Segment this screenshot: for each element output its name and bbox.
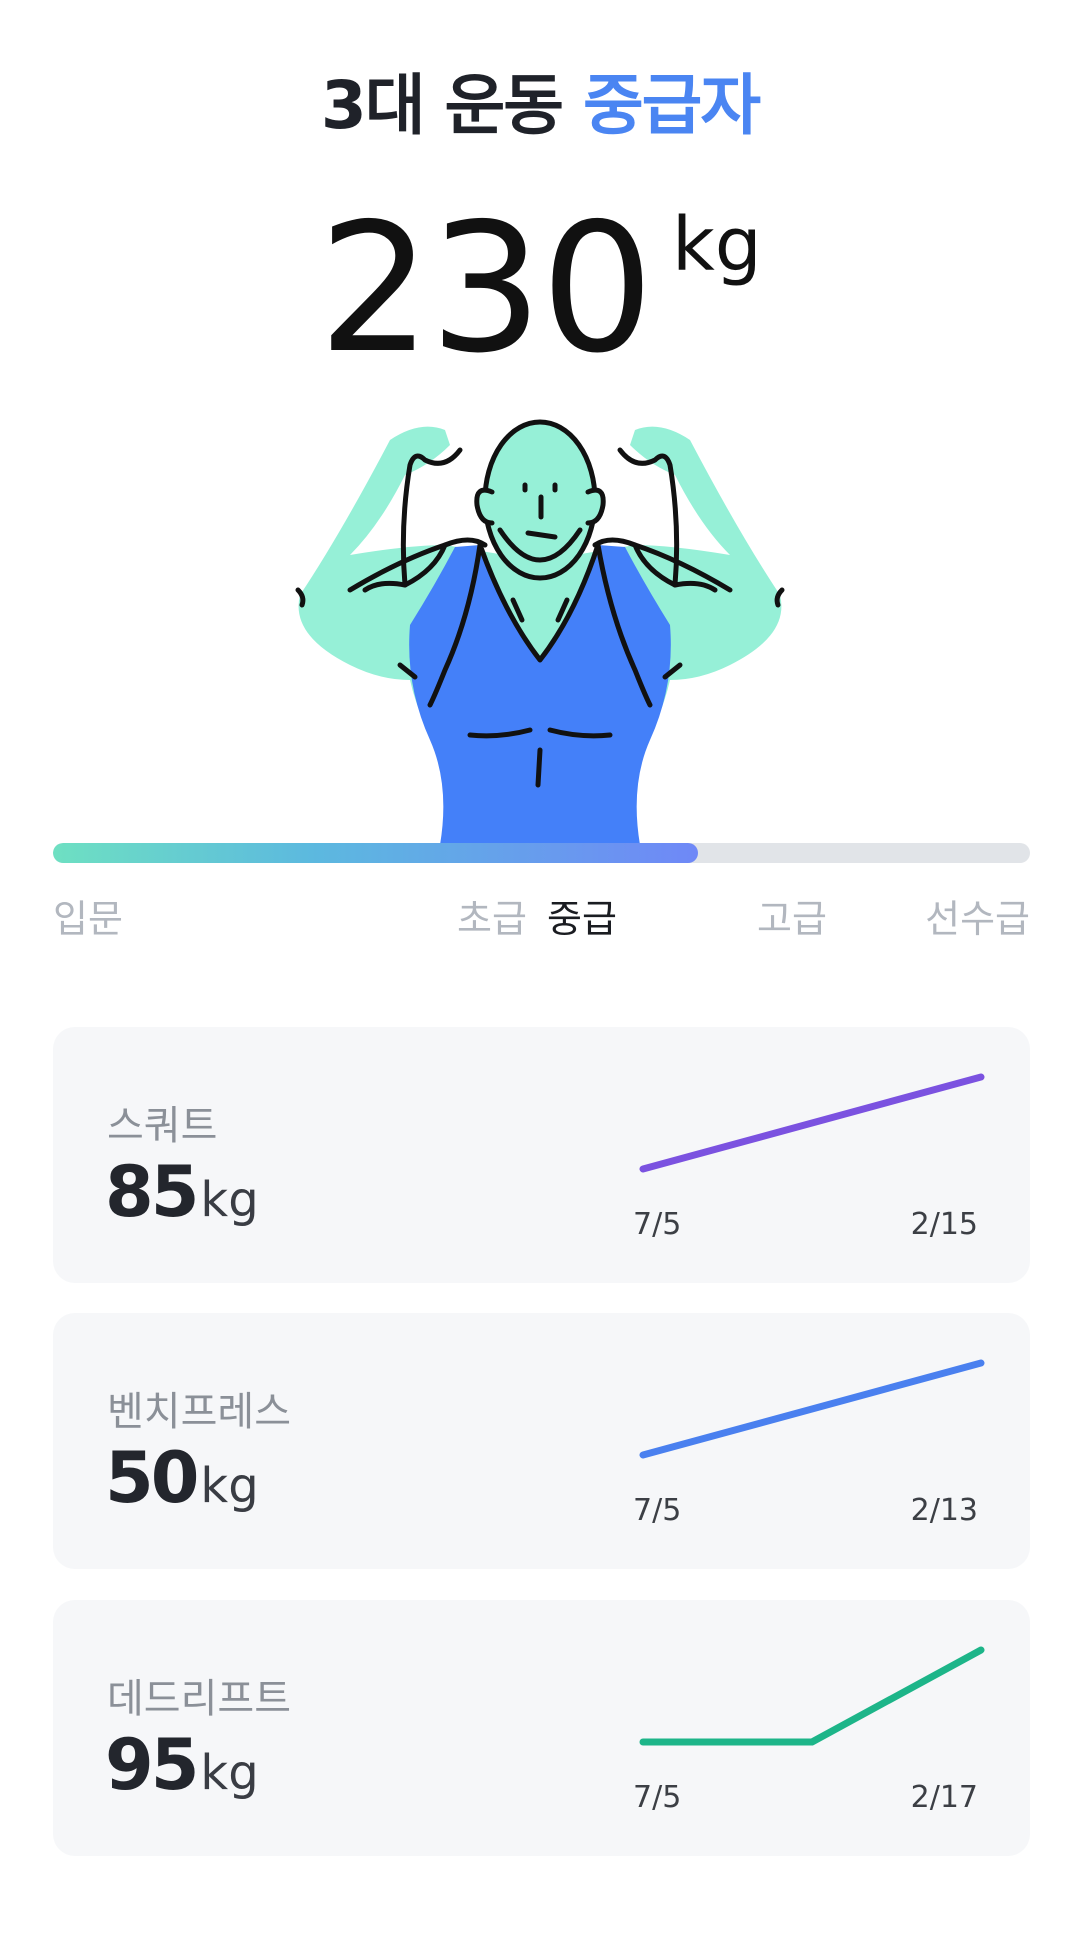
lift-value-unit: kg	[200, 1745, 259, 1801]
total-weight: 230 kg	[0, 200, 1080, 378]
trend-start-date: 7/5	[633, 1493, 682, 1528]
trend-end-date: 2/17	[910, 1780, 978, 1815]
total-weight-value: 230	[318, 185, 654, 392]
lift-name: 데드리프트	[107, 1676, 291, 1722]
trend-line	[639, 1646, 985, 1746]
trend-line	[639, 1359, 985, 1459]
lift-value-unit: kg	[200, 1172, 259, 1228]
level-label-advanced: 고급	[757, 897, 827, 941]
lift-value: 95kg	[105, 1730, 259, 1800]
lift-name: 벤치프레스	[107, 1389, 291, 1435]
lift-card-squat[interactable]: 스쿼트 85kg 7/5 2/15	[53, 1027, 1030, 1283]
trend-start-date: 7/5	[633, 1780, 682, 1815]
level-progress-bar	[53, 843, 1030, 863]
trend-line	[639, 1073, 985, 1173]
lift-card-bench-press[interactable]: 벤치프레스 50kg 7/5 2/13	[53, 1313, 1030, 1569]
lift-value-unit: kg	[200, 1458, 259, 1514]
lift-trend-chart	[639, 1073, 985, 1173]
level-label-beginner: 입문	[53, 897, 123, 941]
muscle-man-illustration	[295, 419, 785, 845]
level-label-elite: 선수급	[925, 897, 1030, 941]
title-prefix: 3대 운동	[320, 67, 564, 144]
lift-value: 50kg	[105, 1443, 259, 1513]
trend-end-date: 2/15	[910, 1207, 978, 1242]
total-weight-unit: kg	[671, 202, 762, 288]
trend-end-date: 2/13	[910, 1493, 978, 1528]
lift-name: 스쿼트	[107, 1103, 218, 1149]
title-level: 중급자	[582, 67, 761, 144]
level-label-intermediate: 중급	[547, 897, 617, 941]
lift-trend-chart	[639, 1359, 985, 1459]
lift-value-number: 95	[105, 1724, 199, 1806]
level-progress-fill	[53, 843, 698, 863]
page-title: 3대 운동 중급자	[0, 52, 1080, 148]
lift-value-number: 50	[105, 1437, 199, 1519]
lift-trend-chart	[639, 1646, 985, 1746]
trend-start-date: 7/5	[633, 1207, 682, 1242]
lift-value: 85kg	[105, 1157, 259, 1227]
level-label-novice: 초급	[457, 897, 527, 941]
lift-value-number: 85	[105, 1151, 199, 1233]
lift-card-deadlift[interactable]: 데드리프트 95kg 7/5 2/17	[53, 1600, 1030, 1856]
